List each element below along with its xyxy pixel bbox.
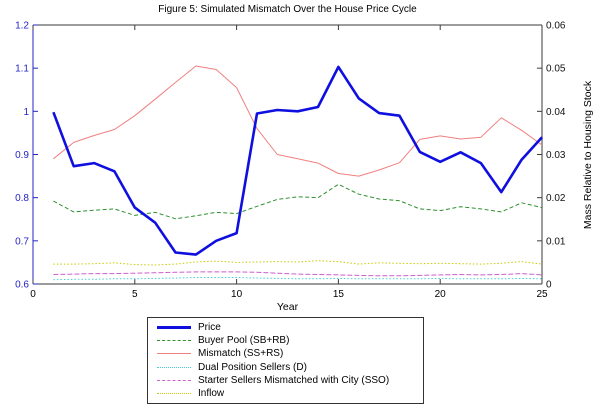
x-axis-label: Year	[276, 301, 299, 313]
y-left-tick-label: 1	[23, 107, 29, 118]
starter-sellers-legend-line	[157, 379, 191, 381]
y-right-tick-label: 0.05	[546, 64, 566, 75]
y-left-tick-label: 0.9	[15, 150, 29, 161]
legend-label-dual-position-sellers: Dual Position Sellers (D)	[198, 361, 307, 373]
dual-position-sellers-line	[53, 277, 543, 281]
chart-title: Figure 5: Simulated Mismatch Over the Ho…	[158, 4, 417, 15]
legend-label-mismatch: Mismatch (SS+RS)	[198, 348, 284, 360]
legend-label-starter-sellers: Starter Sellers Mismatched with City (SS…	[198, 374, 390, 386]
right-y-axis-label: Mass Relative to Housing Stock	[582, 80, 594, 230]
buyer-pool-line	[53, 183, 543, 220]
x-tick-label: 20	[435, 289, 447, 300]
y-right-tick-label: 0.01	[546, 236, 566, 247]
inflow-legend-line	[157, 392, 191, 394]
legend-label-inflow: Inflow	[198, 387, 225, 399]
legend-label-buyer-pool: Buyer Pool (SB+RB)	[198, 335, 290, 347]
legend-item-inflow: Inflow	[148, 387, 423, 400]
price-legend-line	[157, 326, 191, 330]
legend-item-starter-sellers: Starter Sellers Mismatched with City (SS…	[148, 374, 423, 387]
x-tick-label: 10	[231, 289, 243, 300]
dual-position-sellers-legend-line	[157, 366, 191, 368]
legend-item-mismatch: Mismatch (SS+RS)	[148, 347, 423, 360]
legend: Price Buyer Pool (SB+RB) Mismatch (SS+RS…	[147, 317, 424, 404]
y-left-tick-label: 0.7	[15, 236, 29, 247]
y-right-tick-label: 0.06	[546, 21, 566, 32]
inflow-line	[53, 260, 543, 266]
mismatch-legend-line	[157, 353, 191, 355]
price-line	[52, 65, 543, 256]
x-tick-label: 0	[30, 289, 36, 300]
y-left-tick-label: 0.6	[15, 280, 29, 291]
x-tick-label: 15	[333, 289, 345, 300]
y-right-tick-label: 0.02	[546, 193, 566, 204]
y-right-tick-label: 0.03	[546, 150, 566, 161]
starter-sellers-sso-line	[53, 271, 543, 277]
y-right-tick-label: 0.04	[546, 107, 566, 118]
y-left-tick-label: 0.8	[15, 193, 29, 204]
x-tick-label: 5	[132, 289, 138, 300]
x-tick-label: 25	[536, 289, 548, 300]
y-left-tick-label: 1.2	[15, 21, 29, 32]
legend-item-buyer-pool: Buyer Pool (SB+RB)	[148, 334, 423, 347]
legend-item-price: Price	[148, 321, 423, 334]
buyer-pool-legend-line	[157, 340, 191, 342]
y-left-tick-label: 1.1	[15, 64, 29, 75]
plot-area: 0 5 10 15 20 25 0.6 0.7 0.8 0.9 1 1.1 1.2 0 0.01 0.02 0.…	[15, 21, 566, 301]
y-right-tick-label: 0	[546, 280, 552, 291]
legend-item-dual-position-sellers: Dual Position Sellers (D)	[148, 361, 423, 374]
legend-label-price: Price	[198, 322, 221, 334]
mismatch-line	[53, 65, 543, 177]
